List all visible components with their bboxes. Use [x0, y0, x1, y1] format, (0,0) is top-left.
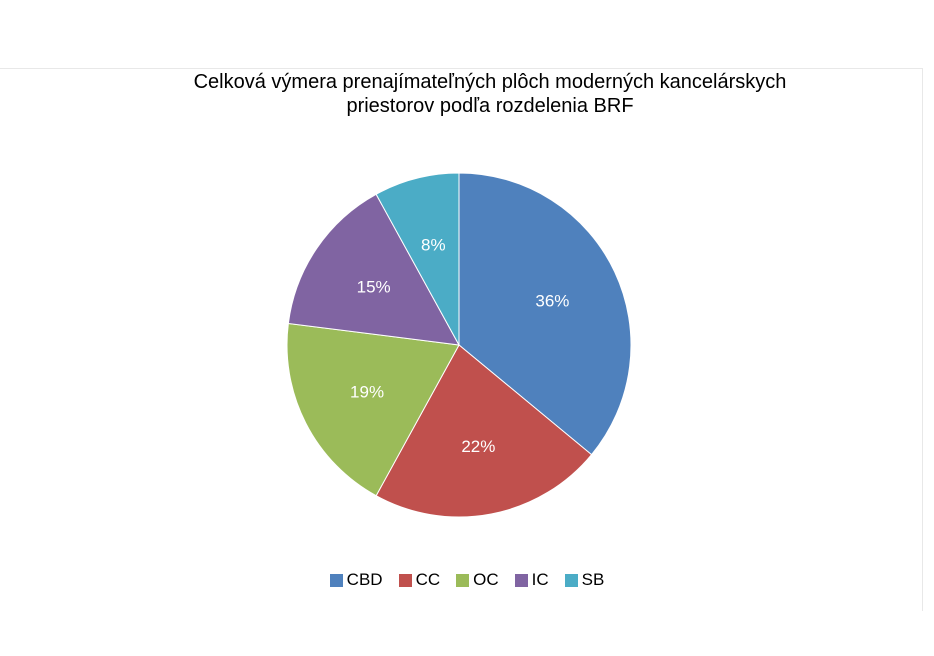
legend-label-cc: CC [415, 570, 441, 589]
legend-swatch-cc [398, 573, 412, 587]
legend-swatch-cbd [329, 573, 343, 587]
data-label-sb: 8% [421, 236, 446, 255]
pie-slice-oc [286, 322, 460, 497]
legend-swatch-sb [564, 573, 578, 587]
legend-item-cbd: CBD [329, 570, 383, 590]
pie-slice-sb [375, 172, 460, 346]
chart-title-line-2: priestorov podľa rozdelenia BRF [346, 95, 634, 117]
data-label-oc: 19% [350, 382, 384, 401]
data-label-cbd: 36% [535, 292, 569, 311]
legend-swatch-oc [456, 573, 470, 587]
legend-item-cc: CC [398, 570, 441, 590]
legend-label-sb: SB [581, 570, 605, 589]
legend-item-ic: IC [514, 570, 549, 590]
chart-title-line-1: Celková výmera prenajímateľných plôch mo… [193, 71, 787, 93]
chart-frame [0, 68, 923, 611]
legend-item-oc: OC [456, 570, 499, 590]
legend-item-sb: SB [564, 570, 605, 590]
pie-slice-cc [375, 344, 593, 518]
pie-slice-ic [287, 193, 460, 346]
data-label-ic: 15% [357, 277, 391, 296]
chart-legend: CBD CC OC IC SB [0, 568, 934, 592]
pie-slice-cbd [458, 172, 632, 456]
legend-label-oc: OC [473, 570, 499, 589]
legend-swatch-ic [514, 573, 528, 587]
legend-label-ic: IC [531, 570, 549, 589]
data-label-cc: 22% [461, 437, 495, 456]
legend-label-cbd: CBD [346, 570, 383, 589]
